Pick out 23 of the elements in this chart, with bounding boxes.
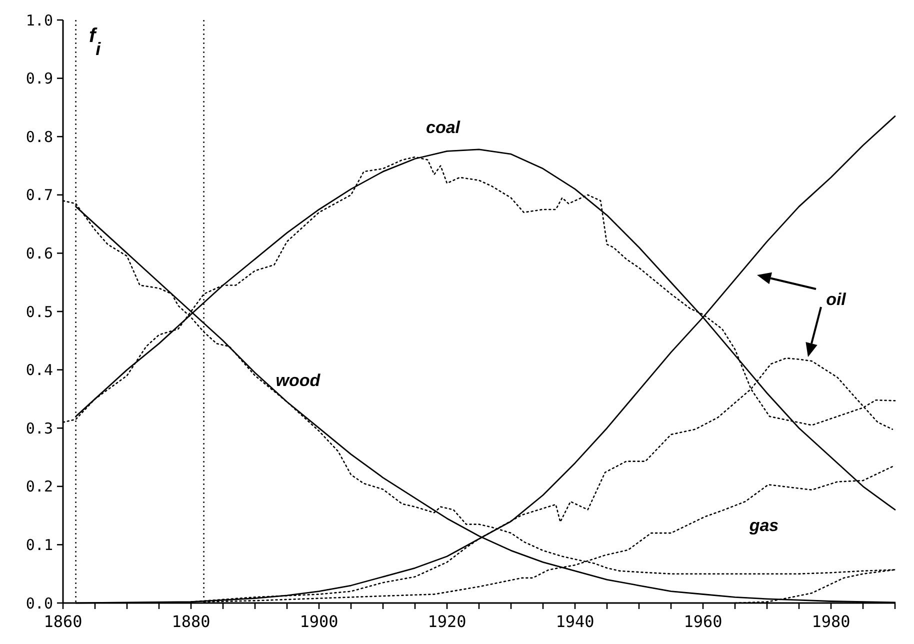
x-tick-label: 1980: [812, 612, 850, 631]
annotation: wood: [276, 371, 321, 390]
y-axis-title: f$_{i}$: [89, 25, 102, 59]
y-tick-label: 0.5: [26, 302, 53, 321]
y-tick-label: 0.8: [26, 128, 53, 146]
x-tick-label: 1920: [428, 612, 466, 631]
annotation: gas: [748, 516, 779, 535]
x-tick-label: 1900: [300, 612, 338, 631]
y-tick-label: 0.1: [26, 536, 53, 554]
y-tick-label: 1.0: [26, 11, 53, 30]
x-tick-label: 1880: [172, 612, 210, 631]
x-tick-label: 1860: [44, 612, 82, 631]
y-tick-label: 0.9: [26, 70, 53, 88]
y-tick-label: 0.4: [26, 361, 53, 380]
annotation: oil: [826, 290, 848, 309]
y-tick-label: 0.2: [26, 478, 53, 496]
annotation: coal: [426, 118, 462, 137]
y-tick-label: 0.6: [26, 244, 53, 262]
y-tick-label: 0.3: [26, 419, 53, 438]
y-tick-label: 0.0: [26, 594, 53, 612]
x-tick-label: 1960: [684, 612, 722, 631]
y-tick-label: 0.7: [26, 186, 53, 204]
x-tick-label: 1940: [556, 612, 594, 631]
